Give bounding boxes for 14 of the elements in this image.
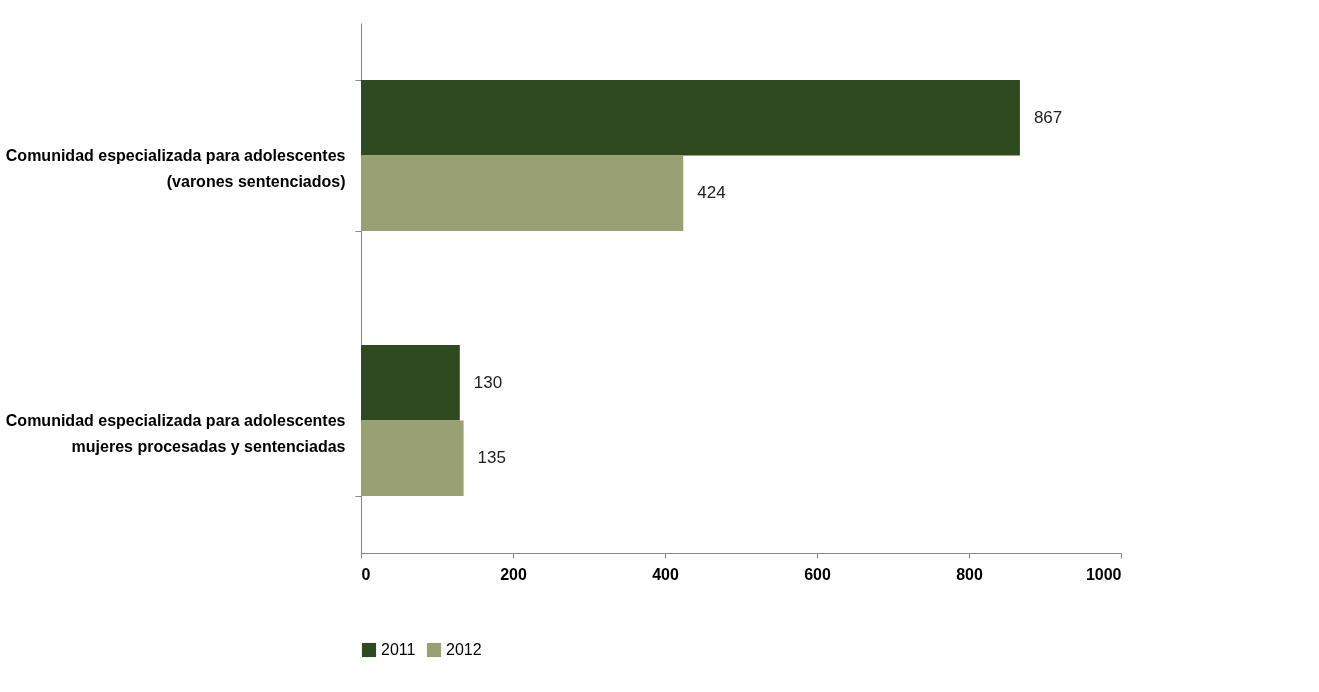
x-tick-label: 400 xyxy=(652,565,679,583)
data-label: 867 xyxy=(1033,107,1063,127)
x-tick-label: 800 xyxy=(956,565,983,583)
x-tick-label: 600 xyxy=(804,565,831,583)
data-label: 130 xyxy=(473,372,503,392)
legend-label: 2012 xyxy=(446,641,482,658)
data-label: 424 xyxy=(697,183,726,203)
x-tick-label: 1000 xyxy=(1085,565,1122,583)
y-tick-label: Comunidad especializada para adolescentes mujeres procesadas y sentenciadas xyxy=(5,412,346,455)
data-label: 135 xyxy=(477,448,506,468)
legend-label: 2011 xyxy=(381,641,416,658)
x-tick-label: 200 xyxy=(500,565,527,583)
x-tick-label: 0 xyxy=(361,565,371,583)
y-tick-label: Comunidad especializada para adolescentes (varones sentenciados) xyxy=(5,147,346,190)
